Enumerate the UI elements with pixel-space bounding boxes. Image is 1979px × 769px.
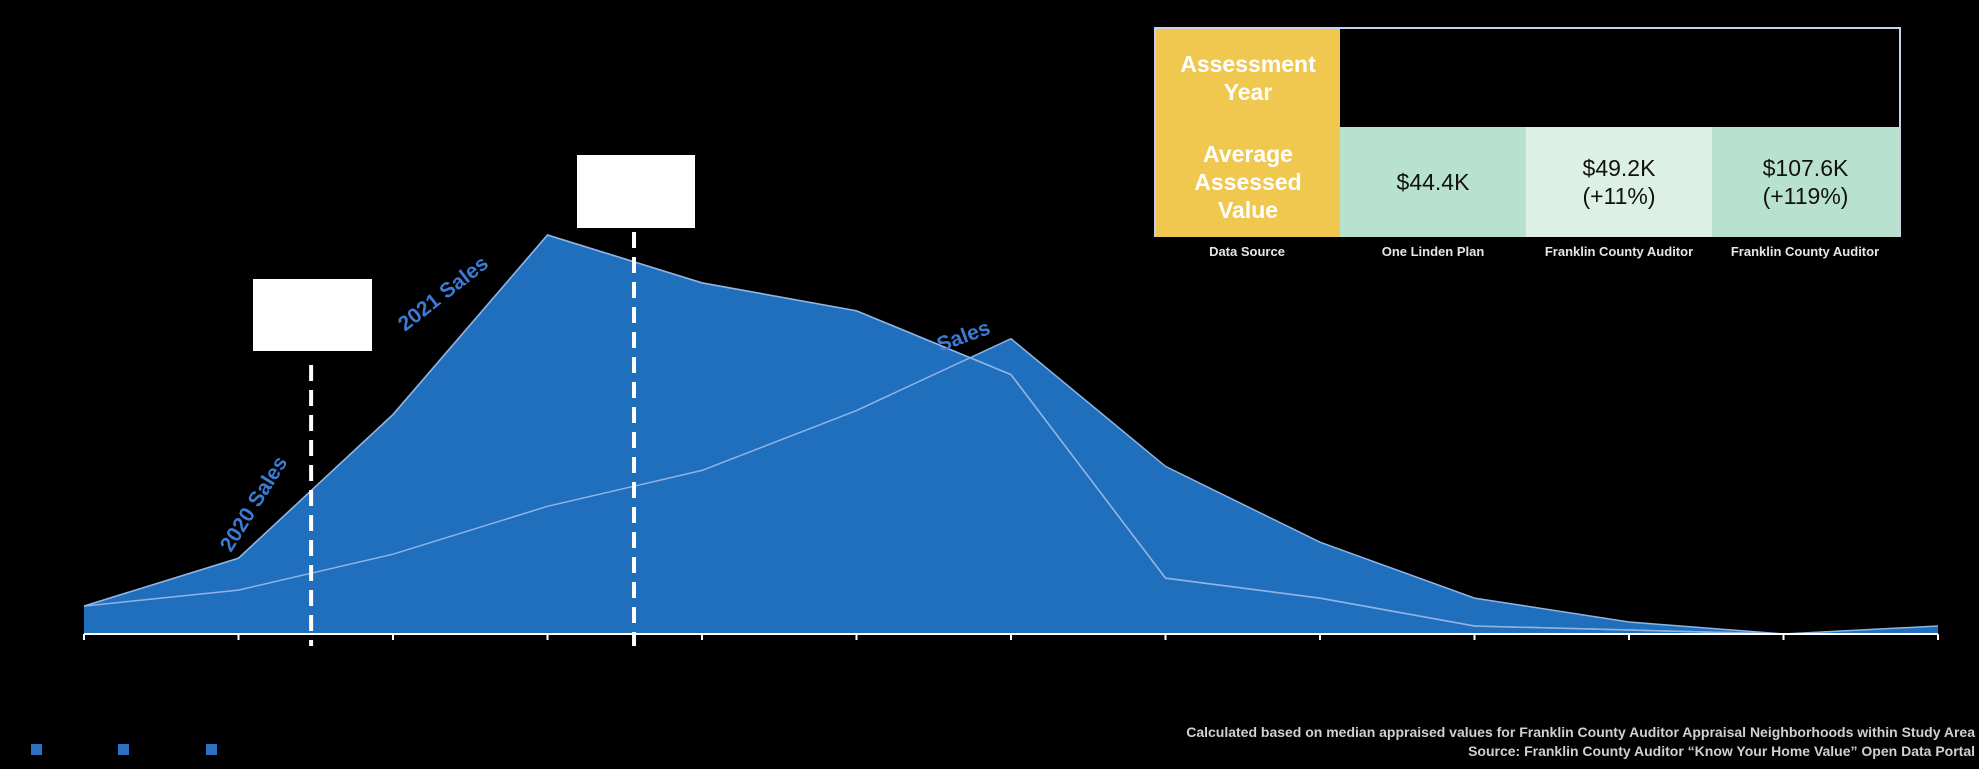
marker-layer <box>309 232 637 646</box>
area-series-3 <box>84 338 1938 634</box>
footnote-calculation: Calculated based on median appraised val… <box>1186 724 1975 740</box>
area-layer <box>83 234 1939 635</box>
legend-swatch-2 <box>118 744 129 755</box>
value-cell-1: $44.4K <box>1340 127 1526 237</box>
line-series-2 <box>83 234 1938 635</box>
legend-swatch-3 <box>206 744 217 755</box>
assessment-table: Assessment Year Average Assessed Value $… <box>1154 27 1901 237</box>
value-cell-2: $49.2K (+11%) <box>1526 127 1712 237</box>
legend-swatch-1 <box>31 744 42 755</box>
source-2: Franklin County Auditor <box>1544 244 1694 259</box>
x-axis <box>83 633 1939 640</box>
header-assessment-year: Assessment Year <box>1156 29 1340 127</box>
line-series-3 <box>83 337 1939 635</box>
annotation-box-1 <box>253 279 372 351</box>
header-average-assessed-value: Average Assessed Value <box>1156 127 1340 237</box>
value-cell-3: $107.6K (+119%) <box>1712 127 1899 237</box>
footnote-source: Source: Franklin County Auditor “Know Yo… <box>1468 743 1975 759</box>
annotation-box-2 <box>577 155 695 228</box>
source-1: One Linden Plan <box>1381 244 1485 259</box>
source-label: Data Source <box>1209 244 1285 259</box>
source-3: Franklin County Auditor <box>1730 244 1880 259</box>
